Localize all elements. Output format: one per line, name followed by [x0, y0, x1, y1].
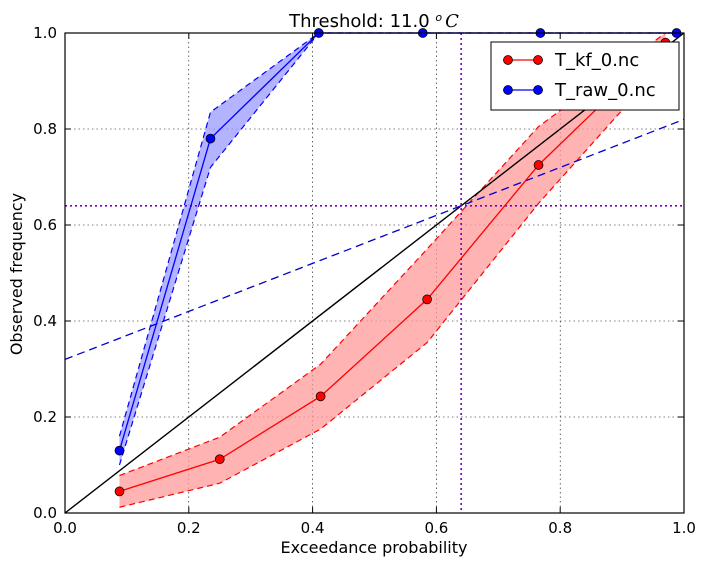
legend-marker-kf	[503, 55, 513, 65]
x-axis-label: Exceedance probability	[281, 538, 468, 557]
x-tick-label: 0.6	[424, 519, 448, 537]
series-line-0	[119, 42, 666, 493]
data-point	[214, 454, 225, 465]
y-tick-label: 0.0	[33, 504, 57, 522]
x-tick-label: 0.0	[53, 519, 77, 537]
legend-marker-raw	[533, 85, 543, 95]
legend: T_kf_0.nc T_raw_0.nc	[490, 41, 680, 111]
lower-bound-line-0	[119, 61, 666, 508]
x-tick-label: 0.2	[177, 519, 201, 537]
legend-marker-raw	[503, 85, 513, 95]
confidence-band-0	[119, 33, 666, 508]
y-tick-label: 0.8	[33, 120, 57, 138]
reference-lines	[64, 32, 685, 514]
data-point	[114, 445, 125, 456]
legend-label-kf: T_kf_0.nc	[554, 50, 639, 71]
legend-marker-kf	[533, 55, 543, 65]
no-skill-line	[64, 118, 685, 361]
x-tick-label: 0.4	[301, 519, 325, 537]
y-tick-label: 1.0	[33, 24, 57, 42]
data-point	[205, 133, 216, 144]
plot-frame	[64, 32, 685, 514]
upper-bound-line-0	[119, 32, 666, 477]
x-tick-label: 1.0	[672, 519, 696, 537]
data-point	[114, 486, 125, 497]
y-tick-label: 0.4	[33, 312, 57, 330]
data-point	[315, 391, 326, 402]
data-point	[422, 294, 432, 305]
y-tick-label: 0.2	[33, 408, 57, 426]
y-tick-label: 0.6	[33, 216, 57, 234]
perfect-reliability-line	[64, 32, 685, 514]
ticks: 0.0 0.2 0.4 0.6 0.8 1.0 0.0 0.2 0.4 0.6 0.8 1.0	[33, 24, 696, 537]
legend-box	[490, 41, 680, 111]
y-axis-label: Observed frequency	[7, 193, 26, 355]
legend-label-raw: T_raw_0.nc	[554, 80, 656, 101]
data-point	[533, 160, 544, 170]
x-tick-label: 0.8	[548, 519, 572, 537]
